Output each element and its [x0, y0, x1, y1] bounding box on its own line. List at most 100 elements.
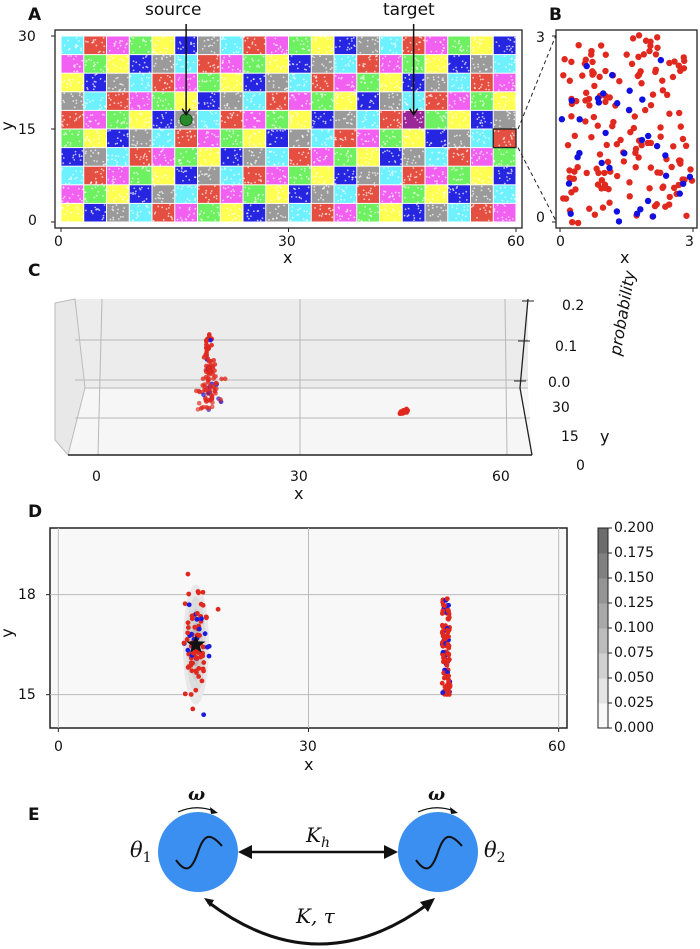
cell-speckle — [482, 78, 484, 81]
cell-speckle — [123, 89, 126, 92]
cell-speckle — [226, 102, 229, 105]
cell-speckle — [283, 88, 286, 91]
cell-speckle — [392, 103, 395, 105]
cell-speckle — [500, 96, 503, 99]
cell-speckle — [154, 44, 157, 47]
cell-speckle — [443, 38, 445, 41]
cell-speckle — [322, 88, 325, 91]
cell-speckle — [79, 91, 81, 94]
cell-speckle — [79, 115, 82, 118]
cell-fill — [357, 36, 379, 55]
cell-speckle — [92, 88, 95, 91]
cell-speckle — [460, 79, 463, 81]
cell-speckle — [466, 86, 469, 89]
grid-cell — [493, 55, 516, 73]
cell-speckle — [120, 104, 122, 107]
cell-speckle — [228, 107, 230, 109]
cell-speckle — [78, 40, 80, 42]
cell-fill — [471, 55, 493, 73]
cell-speckle — [410, 51, 413, 53]
cell-speckle — [396, 85, 399, 87]
cell-speckle — [205, 80, 208, 83]
cell-speckle — [349, 60, 351, 63]
cell-speckle — [251, 43, 254, 45]
cell-speckle — [61, 123, 64, 126]
cell-speckle — [303, 85, 305, 87]
cell-speckle — [458, 40, 461, 42]
cell-speckle — [348, 98, 350, 101]
cell-speckle — [203, 101, 206, 104]
cell-speckle — [259, 77, 261, 80]
cell-speckle — [317, 51, 320, 54]
cell-speckle — [498, 63, 500, 65]
cell-speckle — [303, 48, 306, 51]
cell-speckle — [245, 106, 248, 109]
cell-speckle — [210, 38, 213, 41]
cell-speckle — [102, 70, 105, 73]
cell-speckle — [130, 42, 133, 45]
cell-speckle — [346, 49, 349, 51]
cell-speckle — [141, 79, 144, 82]
cell-speckle — [120, 101, 122, 104]
cell-speckle — [70, 81, 73, 84]
cell-speckle — [478, 75, 481, 77]
cell-speckle — [206, 102, 209, 104]
cell-speckle — [191, 106, 194, 109]
cell-speckle — [425, 61, 428, 64]
cell-speckle — [480, 42, 483, 45]
cell-speckle — [178, 59, 181, 62]
cell-speckle — [138, 45, 141, 48]
cell-speckle — [417, 60, 420, 62]
cell-speckle — [314, 38, 317, 40]
grid-cell — [84, 36, 106, 55]
cell-speckle — [130, 84, 133, 87]
grid-cell — [266, 36, 288, 55]
cell-speckle — [458, 42, 461, 45]
cell-speckle — [100, 68, 102, 71]
cell-speckle — [419, 107, 422, 110]
cell-speckle — [216, 57, 218, 60]
cell-speckle — [203, 80, 206, 83]
cell-speckle — [426, 77, 429, 79]
cell-speckle — [214, 85, 216, 87]
cell-speckle — [163, 68, 166, 71]
cell-speckle — [119, 39, 122, 42]
cell-speckle — [385, 85, 388, 88]
cell-speckle — [163, 82, 166, 85]
cell-speckle — [442, 43, 444, 46]
cell-speckle — [104, 65, 107, 68]
cell-speckle — [283, 52, 286, 55]
cell-speckle — [347, 95, 350, 98]
cell-speckle — [385, 73, 388, 76]
cell-speckle — [406, 60, 409, 63]
cell-speckle — [192, 100, 195, 103]
cell-speckle — [394, 86, 397, 89]
cell-speckle — [362, 78, 365, 81]
cell-speckle — [482, 38, 485, 41]
grid-cell — [266, 73, 288, 92]
grid-cell — [129, 73, 152, 92]
cell-speckle — [263, 43, 266, 45]
cell-speckle — [138, 106, 141, 109]
cell-speckle — [357, 97, 360, 100]
cell-speckle — [142, 66, 144, 69]
cell-speckle — [62, 99, 65, 102]
cell-speckle — [381, 57, 384, 60]
cell-speckle — [290, 55, 293, 57]
cell-speckle — [399, 55, 402, 58]
grid-cell — [380, 36, 402, 55]
cell-fill — [493, 73, 516, 92]
cell-speckle — [302, 78, 305, 81]
grid-cell — [448, 73, 470, 92]
cell-speckle — [418, 48, 420, 51]
cell-speckle — [418, 36, 421, 39]
cell-speckle — [480, 83, 483, 86]
cell-speckle — [510, 75, 513, 78]
cell-speckle — [429, 70, 432, 73]
cell-speckle — [421, 108, 424, 110]
cell-speckle — [309, 102, 311, 105]
cell-speckle — [153, 48, 155, 51]
cell-speckle — [513, 99, 516, 102]
cell-speckle — [404, 76, 407, 79]
cell-speckle — [162, 88, 165, 91]
